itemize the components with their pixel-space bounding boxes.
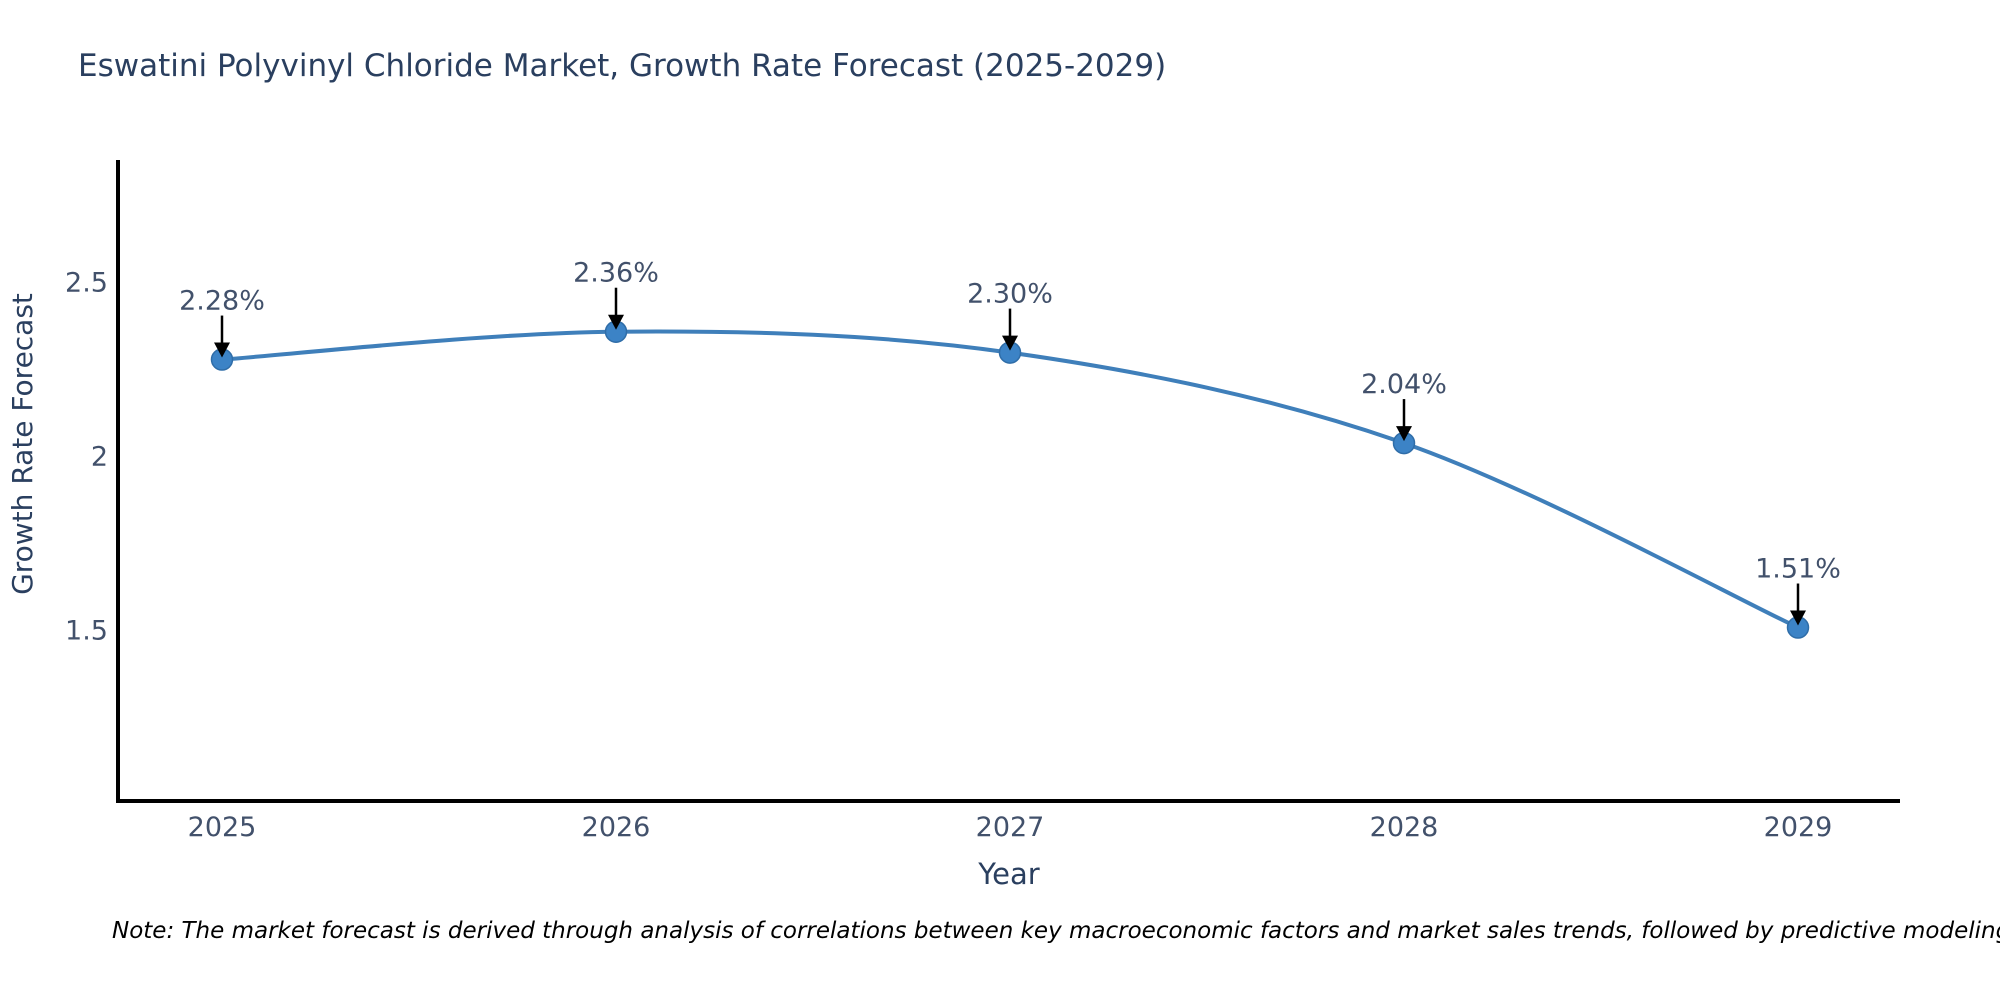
y-tick-label: 1.5 (65, 616, 108, 647)
x-tick-label: 2029 (1764, 812, 1833, 843)
data-point-label: 2.04% (1361, 369, 1447, 400)
data-point-label: 2.36% (573, 258, 659, 289)
annotation-arrowhead (1002, 335, 1018, 351)
annotation-arrowhead (1790, 610, 1806, 626)
y-tick-label: 2.5 (65, 268, 108, 299)
series-line (221, 329, 1799, 630)
x-tick-label: 2027 (976, 812, 1045, 843)
data-point-label: 2.30% (967, 279, 1053, 310)
annotation-arrowhead (1396, 426, 1412, 442)
y-tick-label: 2 (91, 442, 108, 473)
annotation-arrowhead (608, 314, 624, 330)
data-point-label: 1.51% (1755, 554, 1841, 585)
data-point-label: 2.28% (179, 286, 265, 317)
annotation-arrowhead (214, 342, 230, 358)
y-axis-title: Growth Rate Forecast (6, 293, 39, 595)
x-tick-label: 2025 (188, 812, 257, 843)
x-tick-label: 2026 (582, 812, 651, 843)
x-axis-title: Year (977, 857, 1039, 891)
x-tick-label: 2028 (1370, 812, 1439, 843)
footnote: Note: The market forecast is derived thr… (112, 918, 2000, 944)
chart-title: Eswatini Polyvinyl Chloride Market, Grow… (78, 48, 1167, 84)
